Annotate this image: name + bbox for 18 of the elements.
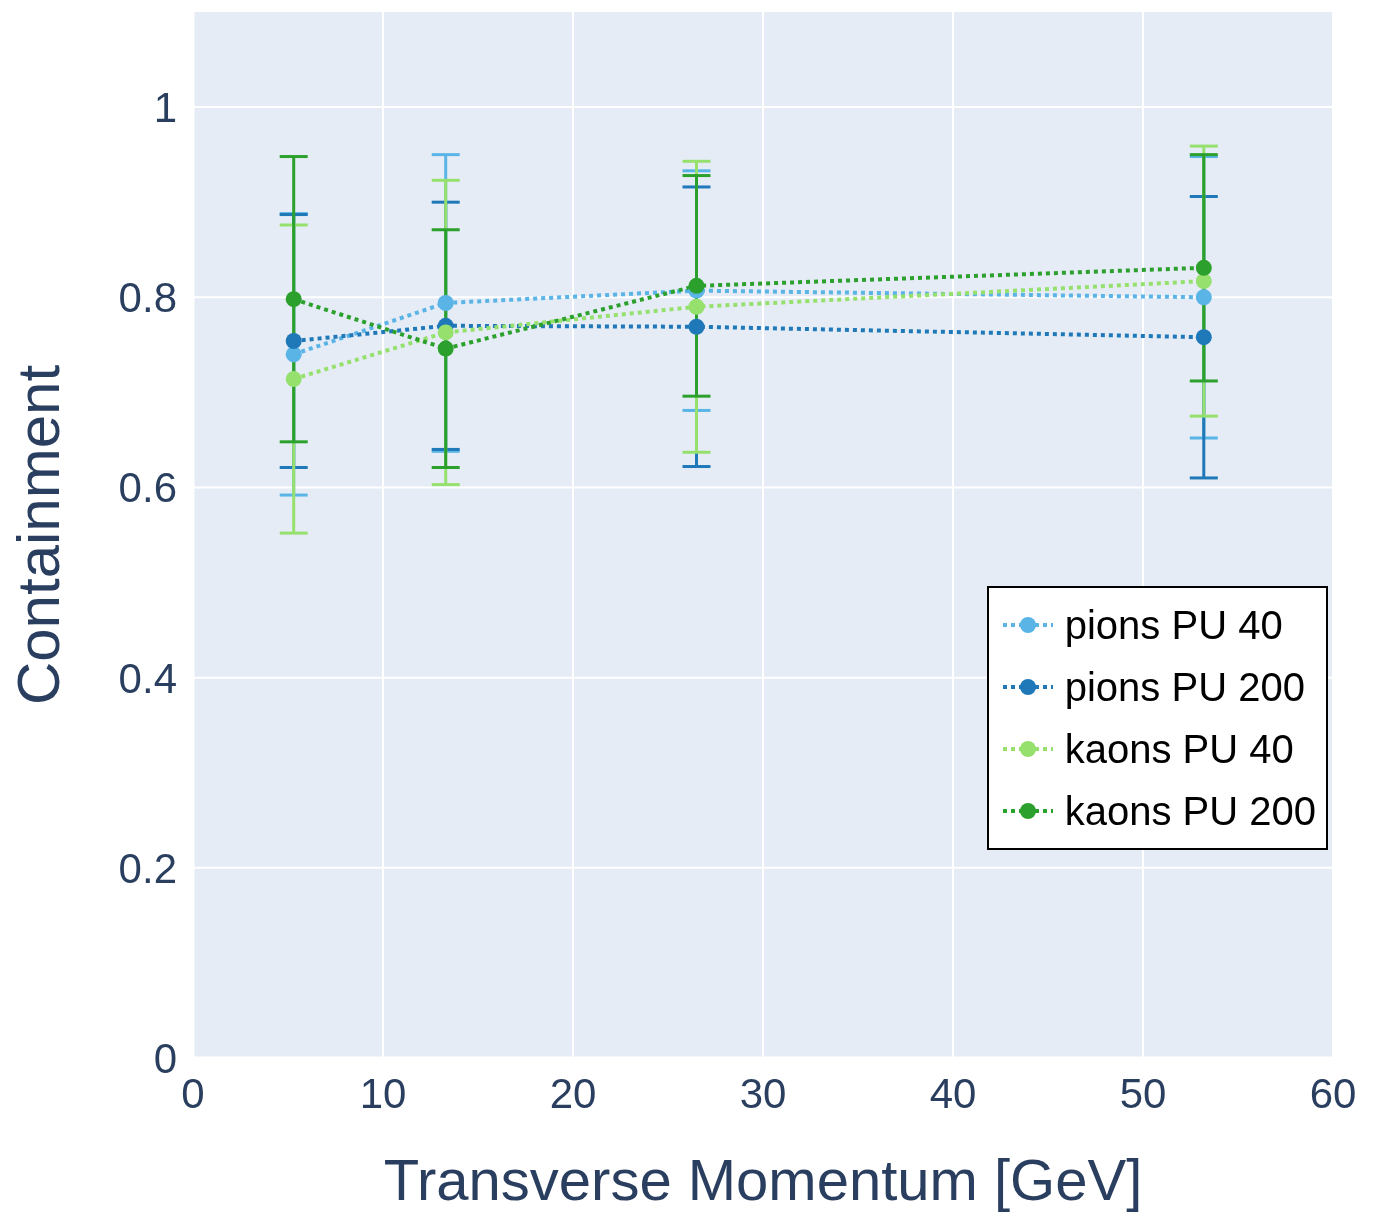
y-axis-title: Containment	[5, 364, 73, 706]
y-tick-label: 0.8	[118, 274, 177, 322]
legend-label: kaons PU 40	[1064, 726, 1294, 772]
x-tick-label: 20	[549, 1069, 597, 1117]
x-tick-label: 10	[359, 1069, 407, 1117]
x-tick-label: 60	[1309, 1069, 1357, 1117]
x-tick-label: 50	[1119, 1069, 1167, 1117]
y-tick-label: 0	[153, 1034, 177, 1082]
legend-label: pions PU 40	[1064, 602, 1283, 648]
y-tick-label: 0.6	[118, 464, 177, 512]
y-tick-label: 1	[153, 84, 177, 131]
y-tick-label: 0.4	[118, 654, 177, 702]
legend-label: kaons PU 200	[1064, 788, 1316, 834]
y-tick-label: 0.2	[118, 844, 177, 892]
x-tick-label: 30	[739, 1069, 787, 1117]
x-axis-title: Transverse Momentum [GeV]	[383, 1147, 1143, 1212]
x-tick-label: 40	[929, 1069, 977, 1117]
legend-label: pions PU 200	[1064, 664, 1305, 710]
